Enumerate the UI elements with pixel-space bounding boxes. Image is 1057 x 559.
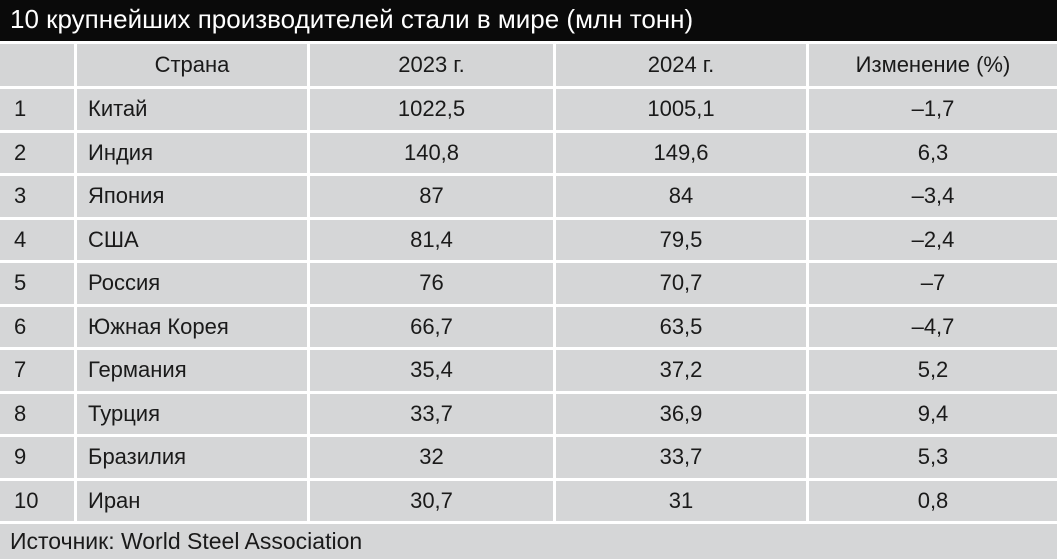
cell-2024: 63,5 bbox=[556, 306, 806, 347]
cell-2024: 149,6 bbox=[556, 132, 806, 173]
cell-change: –3,4 bbox=[809, 176, 1057, 217]
cell-2024: 36,9 bbox=[556, 393, 806, 434]
cell-2024: 33,7 bbox=[556, 437, 806, 478]
cell-country: США bbox=[77, 219, 307, 260]
cell-2023: 66,7 bbox=[310, 306, 553, 347]
cell-2024: 79,5 bbox=[556, 219, 806, 260]
cell-change: –4,7 bbox=[809, 306, 1057, 347]
cell-rank: 8 bbox=[0, 393, 74, 434]
cell-change: –7 bbox=[809, 263, 1057, 304]
cell-2024: 70,7 bbox=[556, 263, 806, 304]
cell-2023: 1022,5 bbox=[310, 89, 553, 130]
cell-change: 5,3 bbox=[809, 437, 1057, 478]
header-change: Изменение (%) bbox=[809, 44, 1057, 86]
cell-2023: 32 bbox=[310, 437, 553, 478]
cell-rank: 4 bbox=[0, 219, 74, 260]
cell-2023: 35,4 bbox=[310, 350, 553, 391]
cell-country: Турция bbox=[77, 393, 307, 434]
cell-2024: 37,2 bbox=[556, 350, 806, 391]
cell-rank: 6 bbox=[0, 306, 74, 347]
cell-country: Индия bbox=[77, 132, 307, 173]
header-rank bbox=[0, 44, 74, 86]
cell-country: Германия bbox=[77, 350, 307, 391]
cell-rank: 7 bbox=[0, 350, 74, 391]
cell-country: Китай bbox=[77, 89, 307, 130]
cell-country: Япония bbox=[77, 176, 307, 217]
cell-change: 0,8 bbox=[809, 480, 1057, 521]
cell-2024: 31 bbox=[556, 480, 806, 521]
cell-change: 9,4 bbox=[809, 393, 1057, 434]
cell-country: Иран bbox=[77, 480, 307, 521]
page-title: 10 крупнейших производителей стали в мир… bbox=[0, 0, 1057, 41]
cell-country: Россия bbox=[77, 263, 307, 304]
cell-change: 5,2 bbox=[809, 350, 1057, 391]
cell-change: –1,7 bbox=[809, 89, 1057, 130]
cell-2023: 76 bbox=[310, 263, 553, 304]
cell-2023: 30,7 bbox=[310, 480, 553, 521]
cell-rank: 10 bbox=[0, 480, 74, 521]
cell-country: Южная Корея bbox=[77, 306, 307, 347]
cell-rank: 2 bbox=[0, 132, 74, 173]
cell-rank: 9 bbox=[0, 437, 74, 478]
cell-2024: 84 bbox=[556, 176, 806, 217]
header-country: Страна bbox=[77, 44, 307, 86]
header-2023: 2023 г. bbox=[310, 44, 553, 86]
cell-rank: 1 bbox=[0, 89, 74, 130]
cell-rank: 3 bbox=[0, 176, 74, 217]
source-text: Источник: World Steel Association bbox=[10, 528, 363, 554]
cell-change: –2,4 bbox=[809, 219, 1057, 260]
cell-rank: 5 bbox=[0, 263, 74, 304]
cell-country: Бразилия bbox=[77, 437, 307, 478]
source-note: Источник: World Steel Association bbox=[0, 524, 1057, 559]
cell-change: 6,3 bbox=[809, 132, 1057, 173]
cell-2023: 87 bbox=[310, 176, 553, 217]
cell-2023: 140,8 bbox=[310, 132, 553, 173]
cell-2023: 81,4 bbox=[310, 219, 553, 260]
title-text: 10 крупнейших производителей стали в мир… bbox=[10, 4, 694, 34]
cell-2024: 1005,1 bbox=[556, 89, 806, 130]
data-table: Страна 2023 г. 2024 г. Изменение (%) 1 К… bbox=[0, 44, 1057, 521]
header-2024: 2024 г. bbox=[556, 44, 806, 86]
cell-2023: 33,7 bbox=[310, 393, 553, 434]
